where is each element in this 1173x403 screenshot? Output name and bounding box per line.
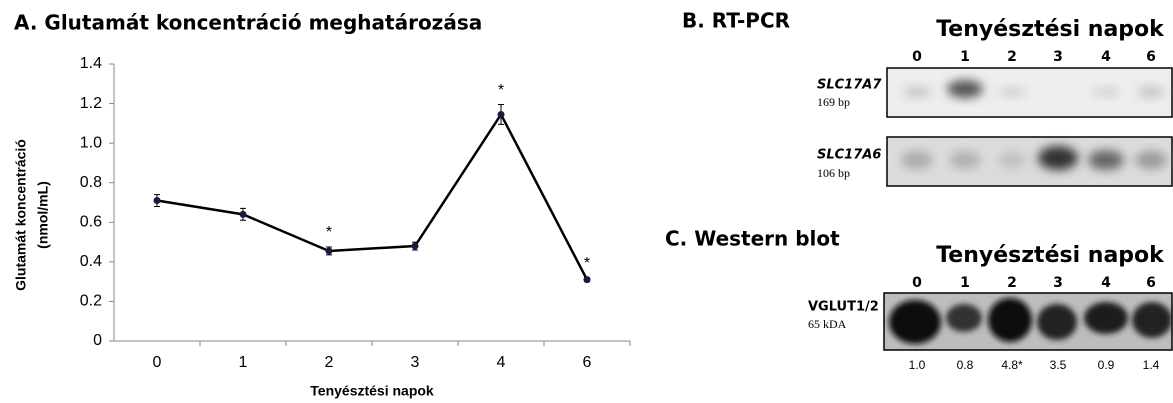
lane-label: 3 — [1053, 49, 1063, 65]
lane-label: 0 — [912, 275, 922, 291]
lane-label: 0 — [912, 49, 922, 65]
lane-label: 3 — [1053, 275, 1063, 291]
gel — [887, 137, 1172, 186]
lane-label: 2 — [1007, 49, 1017, 65]
y-tick-label: 1.2 — [80, 95, 102, 112]
quant-label: 0.9 — [1098, 358, 1115, 372]
y-tick-label: 1.0 — [80, 134, 102, 151]
y-axis-label: Glutamát koncentráció — [13, 139, 29, 291]
quant-label: 1.4 — [1143, 358, 1160, 372]
y-tick-label: 0.2 — [80, 293, 102, 310]
gel — [887, 68, 1172, 117]
marker — [498, 111, 505, 118]
panel-title: C. Western blot — [665, 227, 840, 251]
lane-label: 4 — [1101, 275, 1111, 291]
lane-label: 6 — [1146, 49, 1156, 65]
size-label: 65 kDA — [808, 317, 847, 331]
x-tick-label: 0 — [153, 354, 162, 371]
y-tick-label: 0.6 — [80, 214, 102, 231]
panel-header: Tenyésztési napok — [936, 17, 1165, 42]
y-tick-label: 0 — [93, 332, 102, 349]
x-axis-label: Tenyésztési napok — [310, 383, 434, 399]
lane-label: 4 — [1101, 49, 1111, 65]
marker — [326, 247, 333, 254]
x-tick-label: 4 — [497, 354, 506, 371]
lane-label: 6 — [1146, 275, 1156, 291]
size-label: 169 bp — [817, 95, 850, 109]
marker — [240, 211, 247, 218]
x-tick-label: 2 — [325, 354, 334, 371]
lane-label: 1 — [960, 275, 970, 291]
y-axis-label: (nmol/mL) — [35, 181, 51, 249]
quant-label: 4.8* — [1001, 358, 1023, 372]
panel-header: Tenyésztési napok — [936, 243, 1165, 268]
y-tick-label: 0.4 — [80, 253, 102, 270]
annotation: * — [326, 224, 332, 241]
quant-label: 1.0 — [909, 358, 926, 372]
panel-title: B. RT-PCR — [682, 9, 790, 33]
x-tick-label: 6 — [583, 354, 592, 371]
x-tick-label: 3 — [411, 354, 420, 371]
quant-label: 0.8 — [957, 358, 974, 372]
protein-label: VGLUT1/2 — [808, 300, 879, 315]
marker — [412, 243, 419, 250]
gene-label: SLC17A6 — [817, 148, 881, 163]
marker — [154, 197, 161, 204]
lane-label: 2 — [1007, 275, 1017, 291]
annotation: * — [498, 82, 504, 99]
gene-label: SLC17A7 — [817, 78, 882, 93]
marker — [584, 276, 591, 283]
x-tick-label: 1 — [239, 354, 248, 371]
size-label: 106 bp — [817, 166, 850, 180]
y-tick-label: 0.8 — [80, 174, 102, 191]
quant-label: 3.5 — [1050, 358, 1067, 372]
figure: A. Glutamát koncentráció meghatározása G… — [0, 0, 1173, 403]
annotation: * — [584, 255, 590, 272]
line — [157, 114, 587, 279]
lane-label: 1 — [960, 49, 970, 65]
y-tick-label: 1.4 — [80, 55, 102, 72]
blot — [884, 293, 1172, 350]
chart-title: A. Glutamát koncentráció meghatározása — [14, 11, 482, 35]
